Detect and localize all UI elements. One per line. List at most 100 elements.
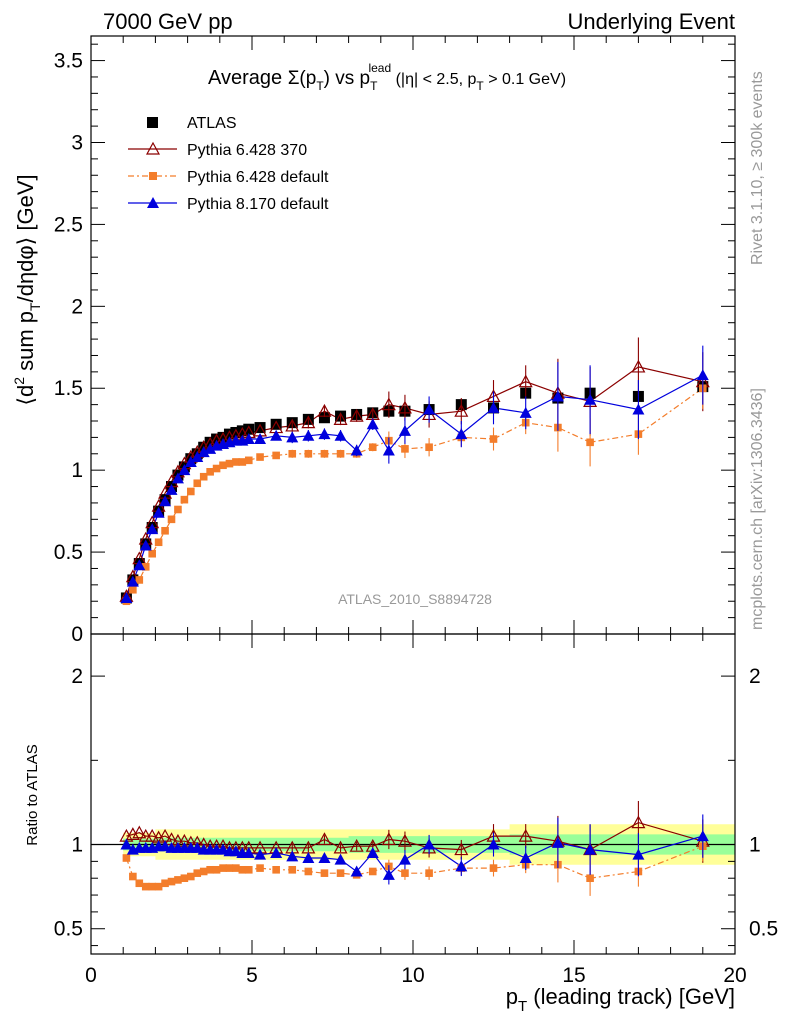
main-point-py6-370 [381,397,396,411]
ratio-point-py6-default [167,877,176,886]
ratio-point-py8 [551,836,564,848]
ratio-point-py6-default [193,869,202,877]
main-point-py6-370 [518,374,533,388]
main-point-py8 [551,390,564,402]
ratio-point-py8 [334,853,347,865]
ratio-point-py6-370 [145,828,160,842]
main-point-py8 [350,444,363,456]
main-point-py8 [197,446,210,458]
ratio-point-py6-default [135,879,144,888]
main-point-py6-default [193,479,202,488]
xtick-label: 10 [401,964,424,987]
main-point-py6-default [256,453,264,461]
main-point-py8 [519,406,532,418]
ratio-point-py8 [487,838,500,850]
main-point-py8 [126,575,139,587]
ratio-point-py6-default [206,865,214,874]
main-point-py6-370 [397,400,412,414]
main-point-py6-default [232,458,240,466]
ratio-point-py8 [584,843,597,855]
ratio-point-py6-default [272,865,280,874]
header-left: 7000 GeV pp [103,9,233,34]
ratio-point-py8 [120,838,133,850]
main-point-py6-default [368,443,377,452]
xlabel: pT (leading track) [GeV] [506,984,735,1015]
ratio-point-py8 [318,852,331,863]
main-series-line-py8 [125,374,704,599]
ratio-point-py8 [242,846,255,858]
main-point-py6-default [199,472,208,481]
main-point-atlas [204,436,216,448]
xtick-label: 5 [246,964,258,987]
main-point-py6-default [129,585,137,594]
main-point-py6-default [212,464,221,473]
ratio-ytick-label-left: 0.5 [54,918,83,941]
ratio-point-py8 [455,860,468,872]
main-panel: 0 0.5 1 1.5 2 2.5 3 3.5 [54,35,736,646]
ratio-point-py8 [270,846,283,858]
main-point-atlas [270,418,282,430]
ratio-point-py6-370 [381,832,396,846]
ratio-ytick-label-right: 2 [749,665,761,688]
main-point-py8 [302,429,315,441]
main-point-py8 [254,433,267,445]
main-point-py6-default [586,438,594,447]
legend-label-py6-default: Pythia 6.428 default [187,169,329,186]
main-point-py6-370 [285,418,300,432]
main-point-py8 [334,429,347,441]
main-point-atlas [243,423,255,435]
main-point-py8 [286,431,299,443]
ratio-point-py6-370 [454,842,469,856]
ratio-frame [90,633,736,955]
main-point-py6-default [304,449,313,458]
ratio-point-py6-default [212,865,221,874]
main-point-py8 [270,429,283,441]
ratio-point-py6-default [154,882,163,891]
main-point-py6-default [238,458,247,466]
main-point-py8 [146,523,159,535]
main-point-py8 [120,591,133,603]
legend-marker-py8 [147,197,159,208]
mcplots-label: mcplots.cern.ch [arXiv:1306.3436] [749,388,766,630]
ratio-point-py6-370 [397,833,412,847]
legend-marker-py6-370 [145,141,161,155]
main-point-py6-default [244,456,253,465]
main-point-py8 [184,455,197,467]
main-point-atlas [217,431,229,443]
legend-marker-py6-default [149,172,157,180]
ratio-ytick-label-left: 2 [71,665,83,688]
ratio-point-py6-default [180,874,189,883]
ratio-point-py6-default [489,864,498,872]
main-point-py8 [584,393,597,405]
header-right: Underlying Event [567,9,735,34]
legend-label-py6-370: Pythia 6.428 370 [187,142,307,159]
ratio-ylabel: Ratio to ATLAS [24,744,41,845]
main-point-py6-default [180,495,189,504]
plot-title: Average Σ(pT) vs pTlead (|η| < 2.5, pT >… [208,61,566,93]
legend-label-py8: Pythia 8.170 default [187,196,329,213]
main-point-py8 [487,401,500,413]
main-point-py6-370 [301,415,316,429]
ratio-point-py6-default [244,865,253,874]
ratio-point-py6-default [129,872,137,881]
main-point-py8 [696,369,709,381]
ratio-point-py8 [286,850,299,862]
ratio-point-py6-370 [132,825,147,839]
main-point-py6-default [174,505,182,514]
main-point-py8 [191,451,204,463]
ratio-point-py6-370 [333,840,348,854]
main-point-py6-default [154,538,163,547]
main-point-atlas [223,428,235,440]
ratio-point-py6-default [141,882,150,891]
ratio-point-py8 [398,853,411,865]
main-point-py6-default [187,487,195,496]
main-ytick-label: 1 [71,459,83,482]
main-point-py6-default [148,549,156,558]
ratio-point-py8 [350,865,363,877]
main-ytick-label: 3.5 [54,50,83,73]
ratio-ytick-label-left: 1 [71,834,83,857]
main-ytick-label: 1.5 [54,377,83,400]
main-point-py6-default [272,451,280,460]
main-point-atlas [254,422,266,434]
